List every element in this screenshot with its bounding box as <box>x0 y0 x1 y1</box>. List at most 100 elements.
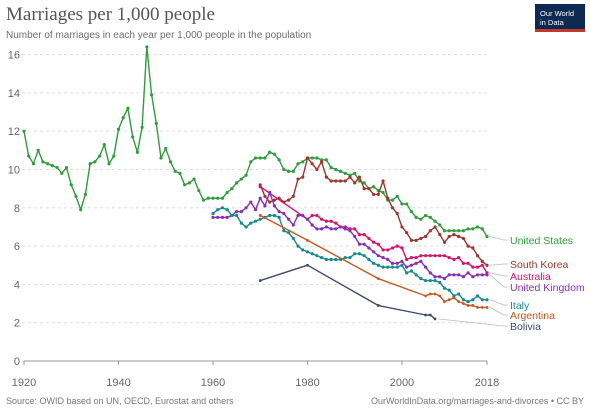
data-point-south-korea <box>362 187 366 191</box>
data-point-australia <box>475 265 480 269</box>
data-point-argentina <box>466 304 470 307</box>
data-point-united-states <box>79 208 83 212</box>
data-point-united-states <box>409 210 414 214</box>
data-point-south-korea <box>438 233 442 237</box>
legend-label-argentina: Argentina <box>510 310 555 322</box>
data-point-united-states <box>69 183 73 187</box>
data-point-italy <box>414 273 418 277</box>
data-point-south-korea <box>329 179 333 183</box>
data-point-south-korea <box>466 244 470 248</box>
data-point-united-states <box>405 202 409 206</box>
data-point-united-kingdom <box>282 211 286 216</box>
data-point-italy <box>471 298 475 302</box>
data-point-united-kingdom <box>381 255 385 260</box>
legend-connector-bolivia <box>437 318 508 327</box>
data-point-italy <box>357 252 362 256</box>
data-point-united-states <box>216 196 220 200</box>
data-point-united-kingdom <box>343 227 347 231</box>
series-line-south-korea <box>259 157 488 266</box>
data-point-united-states <box>452 229 456 233</box>
data-point-united-states <box>183 183 187 187</box>
data-point-united-kingdom <box>471 275 475 279</box>
data-point-united-kingdom <box>220 215 225 219</box>
data-point-united-states <box>173 169 177 173</box>
data-point-united-states <box>211 196 215 200</box>
data-point-argentina <box>452 296 456 300</box>
source-url-link[interactable]: OurWorldInData.org/marriages-and-divorce… <box>370 396 584 406</box>
data-point-south-korea <box>272 198 276 202</box>
data-point-south-korea <box>419 236 423 241</box>
data-point-south-korea <box>357 175 362 179</box>
data-point-south-korea <box>461 236 465 241</box>
data-point-united-kingdom <box>253 208 258 212</box>
data-point-italy <box>386 265 390 269</box>
series-united-kingdom <box>211 190 489 281</box>
data-point-united-kingdom <box>239 210 243 214</box>
data-point-australia <box>438 254 442 258</box>
data-point-bolivia <box>428 313 432 317</box>
data-point-australia <box>457 255 461 260</box>
data-point-bolivia <box>258 279 262 282</box>
legend-connector-italy <box>489 299 508 306</box>
data-point-united-states <box>235 181 239 185</box>
data-point-united-kingdom <box>244 206 248 210</box>
data-point-united-states <box>97 154 102 158</box>
data-point-italy <box>395 265 399 269</box>
data-point-united-states <box>149 93 154 97</box>
data-point-south-korea <box>386 196 390 200</box>
data-point-italy <box>220 206 225 210</box>
data-point-united-states <box>121 116 125 120</box>
legend-label-south-korea: South Korea <box>510 259 569 271</box>
data-point-italy <box>258 217 262 221</box>
data-point-italy <box>390 265 395 269</box>
data-point-south-korea <box>315 167 319 172</box>
y-tick-label: 10 <box>8 164 20 176</box>
data-point-australia <box>315 213 319 218</box>
data-point-united-kingdom <box>324 225 328 229</box>
data-point-united-kingdom <box>329 227 333 231</box>
data-point-united-states <box>461 229 465 233</box>
source-note: Source: OWID based on UN, OECD, Eurostat… <box>6 396 234 406</box>
y-tick-label: 8 <box>14 203 20 215</box>
data-point-australia <box>452 257 456 262</box>
data-point-argentina <box>461 302 465 305</box>
data-point-united-states <box>263 156 267 160</box>
data-point-united-states <box>296 162 300 166</box>
data-point-united-states <box>60 171 64 175</box>
data-point-south-korea <box>334 179 338 183</box>
data-point-united-states <box>154 121 158 126</box>
data-point-united-states <box>475 225 480 229</box>
data-point-united-kingdom <box>301 213 305 218</box>
data-point-australia <box>433 254 437 258</box>
data-point-italy <box>216 208 220 212</box>
data-point-united-states <box>485 234 489 239</box>
data-point-united-states <box>102 142 106 147</box>
owid-logo[interactable]: Our World in Data <box>535 4 585 32</box>
data-point-united-kingdom <box>395 261 399 265</box>
data-point-italy <box>381 265 385 269</box>
data-point-australia <box>480 263 484 267</box>
data-point-united-states <box>31 162 36 166</box>
legend-label-italy: Italy <box>510 300 530 312</box>
data-point-south-korea <box>286 198 291 202</box>
x-tick-label: 1980 <box>295 377 319 389</box>
data-point-south-korea <box>353 181 357 185</box>
data-point-united-states <box>372 185 376 189</box>
data-point-italy <box>282 229 286 233</box>
data-point-united-states <box>268 150 272 154</box>
data-point-united-kingdom <box>305 217 310 221</box>
data-point-united-states <box>423 213 428 218</box>
data-point-australia <box>324 219 328 223</box>
data-point-united-states <box>46 162 50 166</box>
data-point-argentina <box>471 304 475 307</box>
data-point-south-korea <box>320 160 324 164</box>
data-point-united-states <box>116 127 121 131</box>
data-point-argentina <box>428 292 432 296</box>
data-point-united-kingdom <box>353 234 357 239</box>
data-point-united-states <box>192 177 196 181</box>
data-point-united-states <box>334 167 338 172</box>
data-point-united-states <box>419 217 423 221</box>
data-point-italy <box>235 213 239 218</box>
legend-connector-australia <box>489 272 508 277</box>
data-point-italy <box>353 252 357 256</box>
